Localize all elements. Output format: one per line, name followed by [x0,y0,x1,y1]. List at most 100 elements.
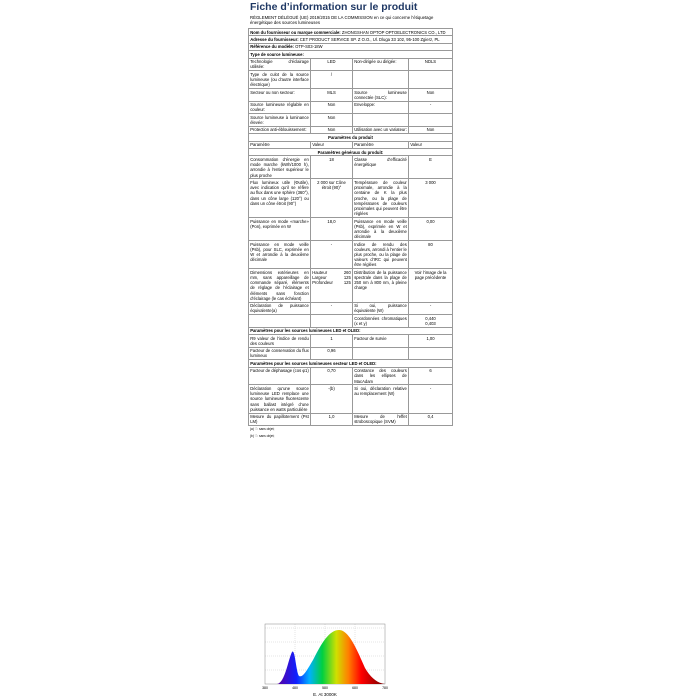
cell: 0,00 [407,216,454,241]
spectrum-chart: 380 480 580 680 780 E. At 3000K [262,623,388,697]
document: Fiche d’information sur le produit RÈGLE… [247,0,454,440]
row: Secteur ou non secteur: MLS Source lumineu… [248,87,454,102]
cell: Enveloppe: [352,100,409,115]
cell: Puissance en mode veille (Psb), exprimée… [352,216,409,241]
cell: Facteur de déphasage (cos φ1) [248,366,311,386]
row: Paramètres du produit [247,133,454,142]
cell: -(b) [310,384,353,414]
cell: R9 valeur de l’indice de rendu des coule… [248,334,311,348]
cell: 2 000 sur Cône étroit (90)° [310,178,353,218]
dimension-label: Largeur [312,274,327,280]
row: Dimensions extérieures en mm, sans appar… [248,268,454,303]
product-table: Nom du fournisseur ou marque commerciale… [247,27,454,427]
dimension: Profondeur 125 [312,280,351,285]
value-line: 0,440 [425,315,436,321]
cell: 6 [407,366,454,386]
cell: - [407,301,454,316]
cell: Constance des couleurs dans les ellipses… [352,366,409,386]
row: R9 valeur de l’indice de rendu des coule… [248,334,454,348]
cell: Facteur de survie [352,334,409,348]
cell: 3 000 [407,178,454,218]
cell: Technologie d’éclairage utilisée: [248,57,311,72]
cell [407,346,454,361]
supplier-label: Nom du fournisseur ou marque commerciale… [250,29,341,35]
cell: Facteur de conservation du flux lumineux [248,346,311,361]
cell: Distribution de la puissance spectrale d… [352,268,409,303]
dimension-value: 125 [343,280,351,286]
column-header: Valeur [407,140,454,149]
x-label: 480 [292,686,298,690]
row: Adresse du fournisseur: CET PRODUCT SERV… [247,35,454,44]
supplier-value: CET PRODUCT SERVICE SP. Z O.O., Ul. Dlug… [299,36,440,42]
dimension-label: Profondeur [312,280,333,286]
cell [352,113,409,127]
cell: - [407,384,454,414]
supplier-value: OTP-S03-18W [295,44,323,50]
cell: / [310,70,353,89]
row: Puissance en mode veille (Psb), pour SLC… [248,239,454,270]
cell: 0,70 [310,366,353,386]
column-header: Paramètre [248,140,311,149]
cell: Non [310,125,353,135]
cell: Non [310,100,353,115]
cell: LED [310,57,353,72]
cell: Protection anti-éblouissement: [248,125,311,135]
row: Puissance en mode «marche» (Pon), exprim… [248,216,454,241]
row: Paramètres pour les sources lumineuses s… [247,359,454,368]
row: Déclaration qu’une source lumineuse LED … [248,384,454,414]
column-header: Paramètre [352,140,409,149]
cell: Non-dirigée ou dirigée: [352,57,409,72]
cell: Voir l’image de la page précédente [407,268,454,303]
row: Référence du modèle: OTP-S03-18W [247,42,454,52]
cell: Non [407,87,454,102]
cell: Non [310,113,353,127]
section-title: Paramètres pour les sources lumineuses s… [247,359,454,368]
row: Paramètres généraux du produit: [247,147,454,157]
dimension-value: 260 [343,269,351,275]
cell: Type de culot de la source lumineuse (ou… [248,70,311,89]
dimension: Hauteur 260 [312,270,351,275]
row: Coordonnées chromatiques (x et y) 0,440 0,… [248,314,454,328]
section-title: Paramètres généraux du produit: [247,147,454,157]
cell [310,314,353,328]
cell: 0,96 [310,346,353,361]
value-line: 0,403 [425,320,436,326]
footnote: (a) ‘-’: sans objet; [250,427,275,432]
row: Facteur de déphasage (cos φ1) 0,70 Constan… [248,366,454,386]
cell: Puissance en mode «marche» (Pon), exprim… [248,216,311,241]
row: Type de source lumineuse: [247,50,454,59]
row: Consommation d’énergie en mode marche (k… [248,155,454,180]
cell: 1 [310,334,353,348]
regulation: RÈGLEMENT DÉLÉGUÉ (UE) 2019/2015 DE LA C… [250,15,434,25]
cell: Classe d’efficacité énergétique [352,155,409,180]
cell: Température de couleur proximale, arrond… [352,178,409,218]
dimension-value: 125 [343,274,351,280]
spectrum-curve [277,630,385,684]
row: Nom du fournisseur ou marque commerciale… [247,27,454,37]
cell: Flux lumineux utile (Φutile), avec indic… [248,178,311,218]
cell: Source lumineuse connectée (SLC): [352,87,409,102]
cell: Mesure du papillotement (Pst LM) [248,412,311,427]
cell: 80 [407,239,454,270]
row: Source lumineuse à luminance élevée: Non [248,113,454,127]
supplier-cell: Adresse du fournisseur: CET PRODUCT SERV… [247,35,454,44]
cell: 0,440 0,403 [407,314,454,328]
supplier-label: Adresse du fournisseur: [250,36,299,42]
cell: Utilisation avec un variateur: [352,125,409,135]
cell: Secteur ou non secteur: [248,87,311,102]
cell [248,314,311,328]
cell: Source lumineuse à luminance élevée: [248,113,311,127]
column-header: Valeur [310,140,353,149]
row: Source lumineuse réglable en couleur: Non… [248,100,454,115]
cell [352,346,409,361]
row: Paramètres pour les sources lumineuses L… [247,326,454,336]
row: Déclaration de puissance équivalente(a) -… [248,301,454,316]
row: Technologie d’éclairage utilisée: LED Non-… [248,57,454,72]
cell: E [407,155,454,180]
cell: 0,4 [407,412,454,427]
cell: - [407,100,454,115]
cell: MLS [310,87,353,102]
cell: Mesure de l’effet stroboscopique (SVM) [352,412,409,427]
cell: Non [407,125,454,135]
